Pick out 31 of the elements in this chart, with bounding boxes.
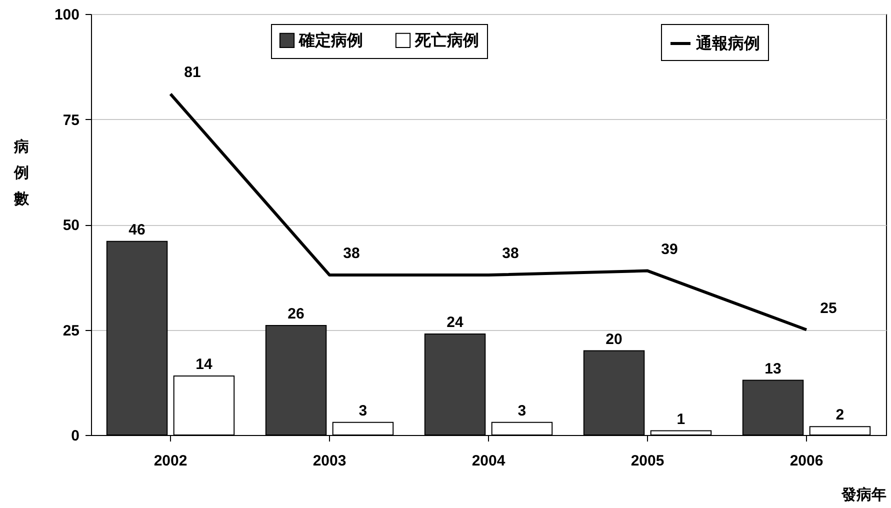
data-label: 24	[446, 314, 464, 331]
data-label: 26	[288, 306, 304, 323]
x-tick-label: 2002	[154, 452, 188, 470]
line-series	[169, 92, 808, 332]
y-tick-label: 25	[62, 322, 80, 340]
data-label: 46	[128, 221, 146, 238]
data-label: 39	[661, 240, 678, 258]
data-label: 2	[836, 406, 844, 424]
x-tick-label: 2005	[630, 452, 664, 470]
legend-label: 確定病例	[298, 31, 363, 50]
x-tick-label: 2004	[472, 452, 506, 470]
data-label: 1	[676, 410, 686, 428]
x-tick-label: 2006	[790, 452, 824, 470]
y-tick-label: 100	[54, 6, 80, 24]
y-tick-label: 50	[62, 217, 80, 234]
y-axis-title: 病例數	[13, 138, 30, 208]
x-tick-label: 2003	[312, 452, 346, 470]
data-label: 3	[518, 402, 526, 420]
data-label: 38	[502, 245, 519, 262]
data-label: 81	[184, 64, 201, 81]
legend-label: 死亡病例	[414, 30, 479, 50]
data-label: 20	[606, 330, 622, 348]
data-label: 38	[343, 245, 360, 262]
data-label: 14	[196, 356, 213, 374]
data-label: 3	[358, 402, 368, 420]
x-axis-title: 發病年	[840, 486, 886, 504]
data-label: 25	[820, 300, 837, 317]
y-tick-label: 75	[62, 112, 80, 129]
legend-label: 通報病例	[695, 34, 760, 52]
data-label: 13	[764, 360, 782, 378]
y-tick-label: 0	[71, 428, 80, 444]
